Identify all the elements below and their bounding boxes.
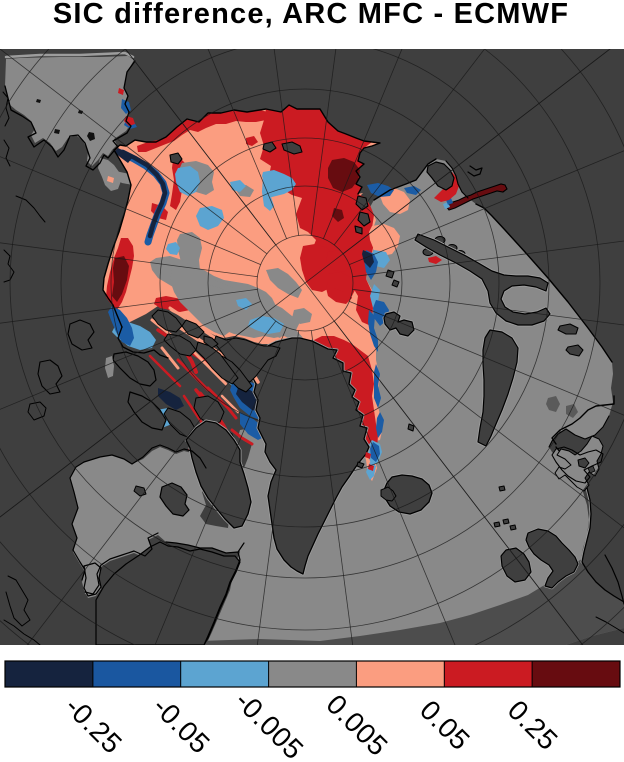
svg-text:SIC difference, ARC MFC - ECMW: SIC difference, ARC MFC - ECMWF <box>53 0 569 30</box>
